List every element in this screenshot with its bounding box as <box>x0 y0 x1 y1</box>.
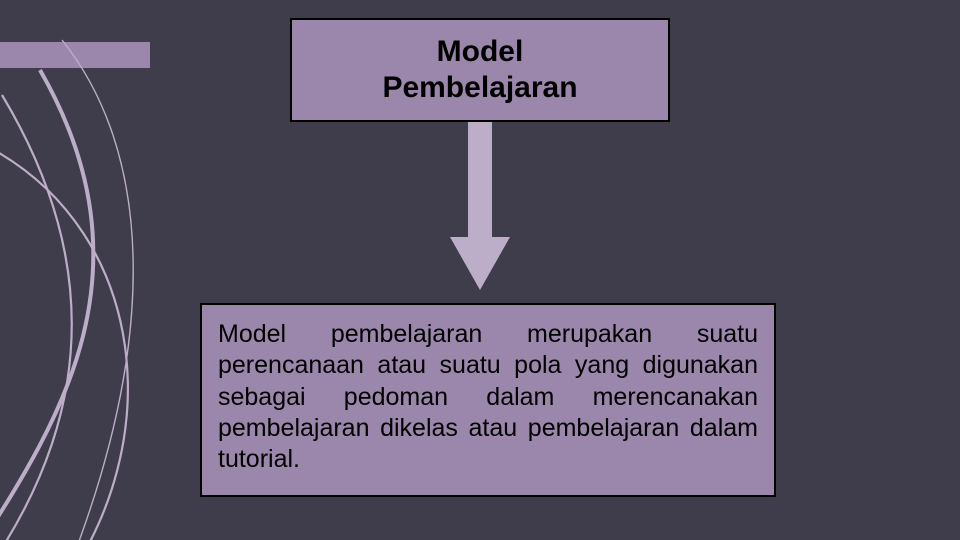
title-line1: Model <box>437 34 524 70</box>
title-box: Model Pembelajaran <box>290 18 670 122</box>
slide: Model Pembelajaran Model pembelajaran me… <box>0 0 960 540</box>
decor-curve <box>62 40 133 540</box>
arrow-down-icon <box>450 122 510 290</box>
title-line2: Pembelajaran <box>382 70 577 106</box>
decor-curve <box>2 95 72 540</box>
arrow-shape <box>450 122 510 290</box>
body-text: Model pembelajaran merupakan suatu peren… <box>218 320 758 473</box>
body-box: Model pembelajaran merupakan suatu peren… <box>200 303 776 497</box>
decor-curve <box>0 70 93 540</box>
accent-bar <box>0 42 150 68</box>
decor-curve <box>0 150 128 540</box>
